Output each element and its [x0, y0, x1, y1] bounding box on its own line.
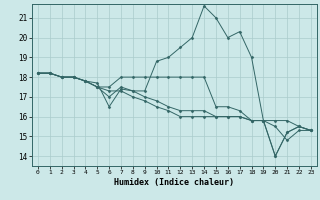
X-axis label: Humidex (Indice chaleur): Humidex (Indice chaleur) — [115, 178, 234, 187]
